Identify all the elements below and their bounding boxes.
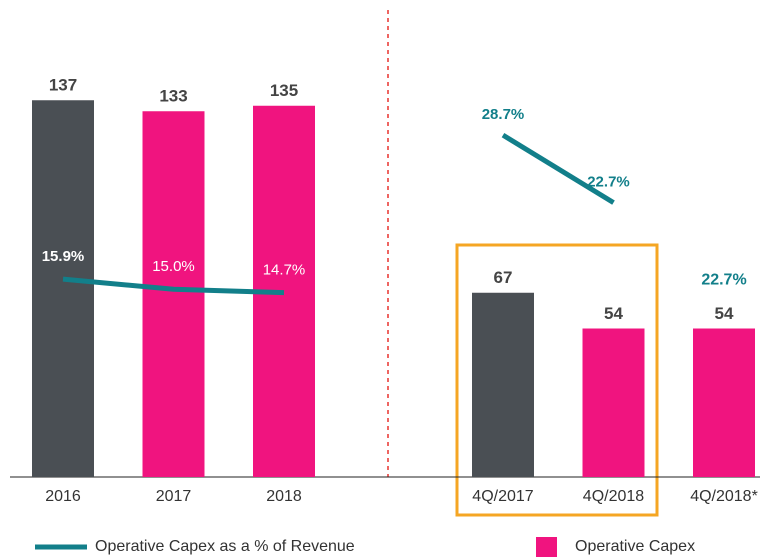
bar-label: 137: [49, 76, 77, 95]
bar: [32, 100, 94, 477]
x-tick-label: 4Q/2018: [583, 488, 644, 505]
bar: [472, 292, 534, 477]
bar-label: 54: [715, 304, 734, 323]
x-tick-label: 2017: [156, 488, 192, 505]
line-label: 15.0%: [152, 258, 195, 275]
legend-label: Operative Capex: [575, 538, 695, 555]
bar-label: 67: [494, 268, 513, 287]
line-label: 15.9%: [42, 248, 85, 265]
bar-label: 135: [270, 81, 298, 100]
bar: [142, 111, 205, 477]
bar-label: 54: [604, 304, 623, 323]
highlight-box: [455, 243, 659, 517]
line-label: 28.7%: [482, 106, 525, 123]
bar: [693, 328, 755, 477]
x-tick-label: 2016: [45, 488, 81, 505]
legend-label: Operative Capex as a % of Revenue: [95, 538, 355, 555]
line-label: 14.7%: [263, 262, 306, 279]
legend-swatch: [536, 537, 557, 557]
x-tick-label: 2018: [266, 488, 302, 505]
annotation: 22.7%: [701, 272, 746, 289]
line: [501, 132, 615, 205]
x-tick-label: 4Q/2017: [472, 488, 533, 505]
bar-label: 133: [159, 87, 187, 106]
line-label: 22.7%: [587, 174, 630, 191]
x-tick-label: 4Q/2018*: [690, 488, 758, 505]
line: [62, 276, 285, 296]
bar: [582, 328, 645, 477]
